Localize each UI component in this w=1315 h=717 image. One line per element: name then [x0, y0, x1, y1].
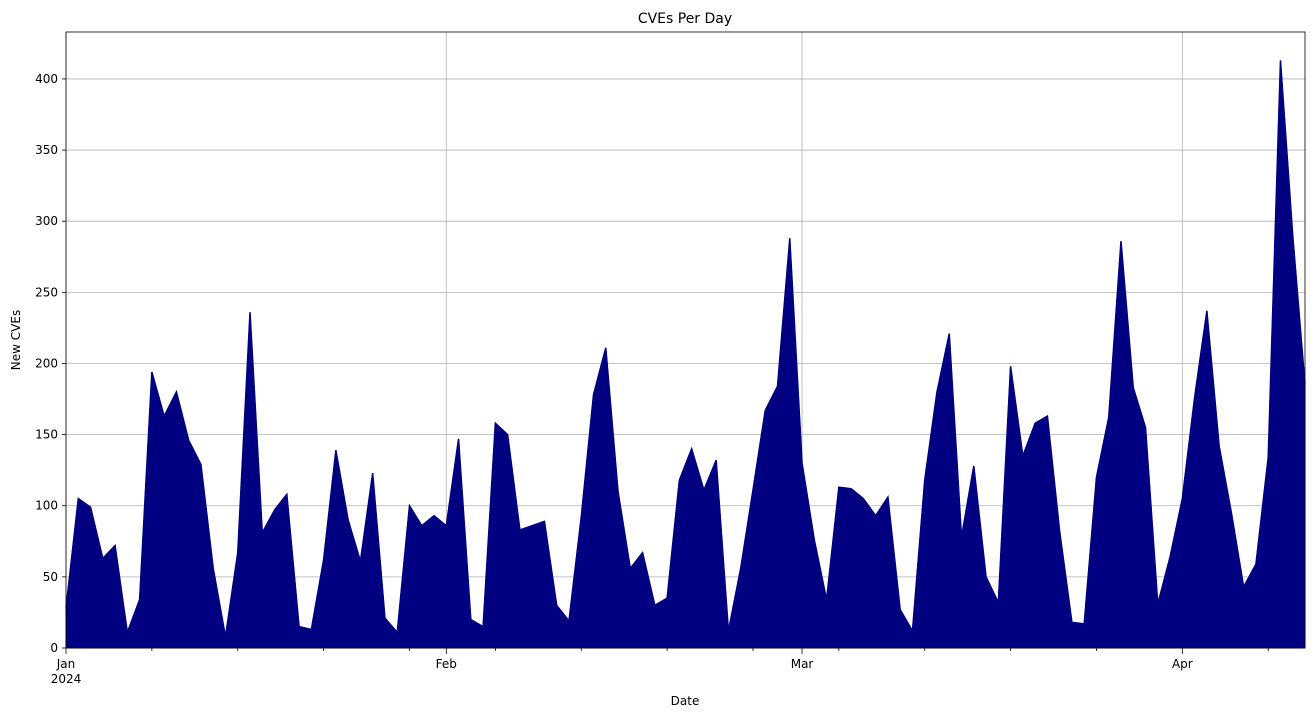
x-tick-label: Mar	[791, 657, 814, 671]
x-tick-sublabel: 2024	[51, 672, 82, 686]
area-series	[65, 60, 1306, 649]
y-tick-label: 250	[35, 285, 58, 299]
series-line	[65, 60, 1306, 637]
chart-title: CVEs Per Day	[638, 11, 732, 27]
x-tick-label: Apr	[1172, 657, 1193, 671]
y-tick-label: 150	[35, 428, 58, 442]
y-tick-label: 350	[35, 143, 58, 157]
plot-frame	[65, 31, 1306, 649]
y-tick-label: 300	[35, 214, 58, 228]
y-tick-label: 400	[35, 72, 58, 86]
y-tick-label: 0	[50, 641, 58, 655]
x-tick-label: Jan	[56, 657, 76, 671]
y-tick-label: 100	[35, 499, 58, 513]
x-axis-label: Date	[671, 694, 700, 708]
y-axis-label: New CVEs	[9, 310, 23, 370]
y-tick-label: 50	[43, 570, 58, 584]
y-tick-label: 200	[35, 356, 58, 370]
x-tick-label: Feb	[436, 657, 457, 671]
